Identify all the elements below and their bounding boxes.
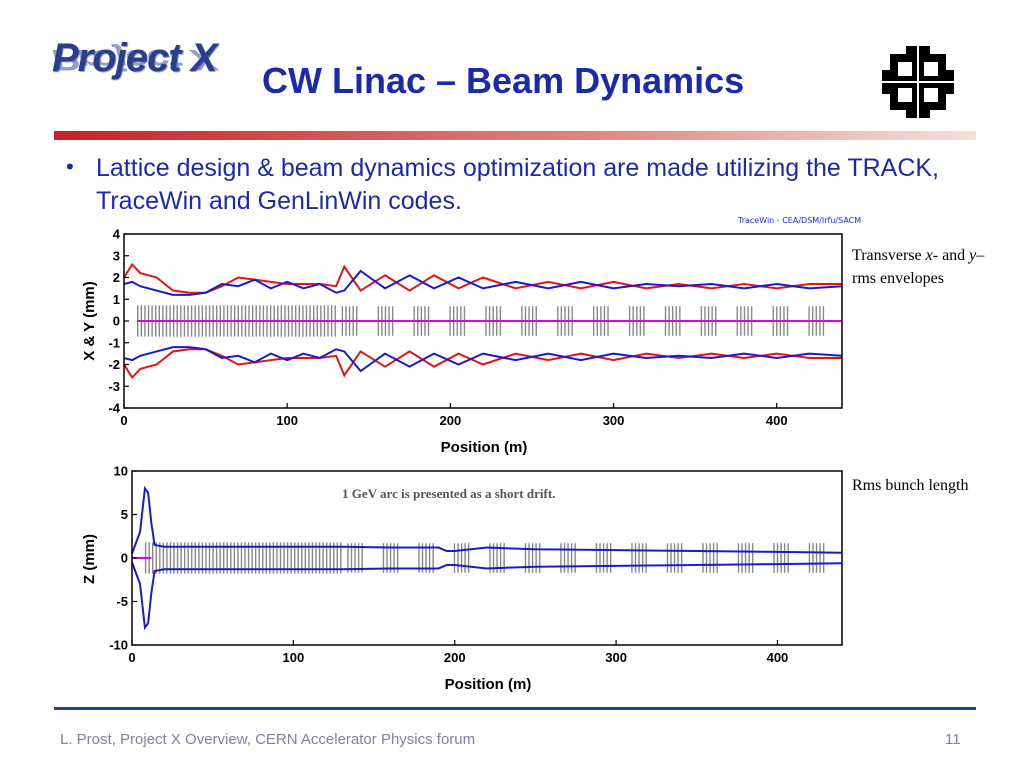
x-tick-label: 300 (603, 413, 625, 428)
tracewin-credit: TraceWin - CEA/DSM/Irfu/SACM (738, 216, 862, 225)
x-tick-label: 200 (440, 413, 462, 428)
y-tick-label: 5 (121, 507, 128, 522)
x-tick-label: 400 (767, 650, 789, 665)
y-tick-label: -2 (108, 357, 120, 372)
fermilab-logo-icon (880, 44, 956, 120)
y-tick-label: -3 (108, 379, 120, 394)
x-tick-label: 400 (766, 413, 788, 428)
bullet-text: Lattice design & beam dynamics optimizat… (96, 154, 940, 215)
x-axis-title: Position (m) (441, 439, 528, 456)
series-blue-upper (123, 269, 843, 296)
y-tick-label: 1 (113, 292, 120, 307)
y-tick-label: 0 (113, 314, 120, 329)
y-tick-label: -1 (108, 335, 120, 350)
arc-annotation: 1 GeV arc is presented as a short drift. (342, 486, 556, 501)
y-tick-label: 10 (114, 464, 128, 479)
project-x-logo: Project X Project X (52, 36, 242, 116)
x-tick-label: 0 (120, 413, 127, 428)
header-rule (54, 131, 976, 140)
y-axis-title: X & Y (mm) (81, 281, 98, 360)
x-tick-label: 200 (444, 650, 466, 665)
series-blue-upper (131, 485, 843, 554)
bullet-dot: • (66, 154, 74, 179)
series-blue-lower (123, 346, 843, 373)
y-tick-label: -4 (108, 401, 120, 416)
footer-rule (54, 707, 976, 710)
y-tick-label: 4 (113, 227, 121, 242)
transverse-envelopes-label: Transverse x- and y– rms envelopes (852, 247, 985, 287)
y-tick-label: -10 (109, 638, 128, 653)
envelope-series (123, 262, 843, 380)
x-tick-label: 100 (276, 413, 298, 428)
page-number: 11 (945, 731, 961, 748)
footer-text: L. Prost, Project X Overview, CERN Accel… (60, 731, 476, 748)
y-tick-label: 3 (113, 248, 120, 263)
x-tick-label: 0 (128, 650, 135, 665)
x-tick-label: 300 (605, 650, 627, 665)
transverse-envelope-chart: 4 3 2 1 0 -1 -2 -3 -4 0 100 200 300 400 Position (m)… (81, 227, 843, 456)
bunch-length-chart: 10 5 0 -5 -10 0 100 200 300 400 Position (m) Z (… (81, 464, 843, 693)
y-tick-label: 0 (121, 551, 128, 566)
x-tick-label: 100 (283, 650, 305, 665)
logo-text: Project X (52, 36, 217, 80)
y-axis-title: Z (mm) (81, 534, 98, 584)
logo-reflection: Project X (52, 43, 217, 76)
series-blue-lower (131, 562, 843, 631)
y-tick-label: -5 (116, 594, 128, 609)
x-axis-title: Position (m) (445, 676, 532, 693)
y-tick-label: 2 (113, 270, 120, 285)
page-title: CW Linac – Beam Dynamics (262, 60, 745, 101)
bunch-length-label: Rms bunch length (852, 477, 969, 494)
